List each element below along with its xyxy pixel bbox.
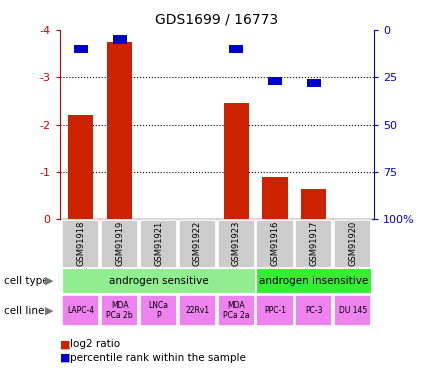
Text: GSM91919: GSM91919	[115, 221, 124, 266]
FancyBboxPatch shape	[101, 220, 138, 268]
Bar	[262, 177, 288, 219]
Bar	[107, 42, 132, 219]
Text: GSM91920: GSM91920	[348, 221, 357, 266]
FancyBboxPatch shape	[256, 295, 294, 326]
Bar	[301, 189, 326, 219]
Text: cell type: cell type	[4, 276, 49, 286]
Text: log2 ratio: log2 ratio	[70, 339, 120, 349]
FancyBboxPatch shape	[62, 220, 99, 268]
Text: GSM91922: GSM91922	[193, 221, 202, 266]
FancyBboxPatch shape	[295, 295, 332, 326]
Bar	[68, 115, 94, 219]
Bar	[229, 45, 243, 53]
Text: androgen sensitive: androgen sensitive	[109, 276, 208, 286]
FancyBboxPatch shape	[218, 295, 255, 326]
FancyBboxPatch shape	[178, 295, 216, 326]
FancyBboxPatch shape	[256, 268, 371, 293]
Bar	[74, 45, 88, 53]
Text: GSM91917: GSM91917	[309, 221, 318, 266]
Text: DU 145: DU 145	[339, 306, 367, 315]
Text: GSM91918: GSM91918	[76, 221, 85, 266]
Text: GSM91921: GSM91921	[154, 221, 163, 266]
FancyBboxPatch shape	[256, 220, 294, 268]
Text: MDA
PCa 2a: MDA PCa 2a	[223, 301, 249, 320]
Text: percentile rank within the sample: percentile rank within the sample	[70, 353, 246, 363]
FancyBboxPatch shape	[62, 295, 99, 326]
Text: GSM91916: GSM91916	[270, 221, 280, 266]
Text: ▶: ▶	[45, 306, 53, 315]
FancyBboxPatch shape	[140, 295, 177, 326]
Text: PC-3: PC-3	[305, 306, 323, 315]
Bar	[113, 35, 127, 44]
Title: GDS1699 / 16773: GDS1699 / 16773	[155, 12, 278, 26]
Text: LAPC-4: LAPC-4	[67, 306, 94, 315]
FancyBboxPatch shape	[140, 220, 177, 268]
Text: PPC-1: PPC-1	[264, 306, 286, 315]
Bar	[224, 104, 249, 219]
FancyBboxPatch shape	[178, 220, 216, 268]
FancyBboxPatch shape	[62, 268, 255, 293]
Text: androgen insensitive: androgen insensitive	[259, 276, 368, 286]
Text: ■: ■	[60, 339, 70, 349]
FancyBboxPatch shape	[334, 220, 371, 268]
Text: cell line: cell line	[4, 306, 45, 315]
FancyBboxPatch shape	[295, 220, 332, 268]
FancyBboxPatch shape	[218, 220, 255, 268]
Text: ■: ■	[60, 353, 70, 363]
Bar	[268, 77, 282, 86]
Text: ▶: ▶	[45, 276, 53, 286]
Bar	[307, 79, 321, 87]
Text: MDA
PCa 2b: MDA PCa 2b	[106, 301, 133, 320]
Text: GSM91923: GSM91923	[232, 221, 241, 266]
FancyBboxPatch shape	[334, 295, 371, 326]
Text: LNCa
P: LNCa P	[148, 301, 168, 320]
FancyBboxPatch shape	[101, 295, 138, 326]
Text: 22Rv1: 22Rv1	[185, 306, 210, 315]
